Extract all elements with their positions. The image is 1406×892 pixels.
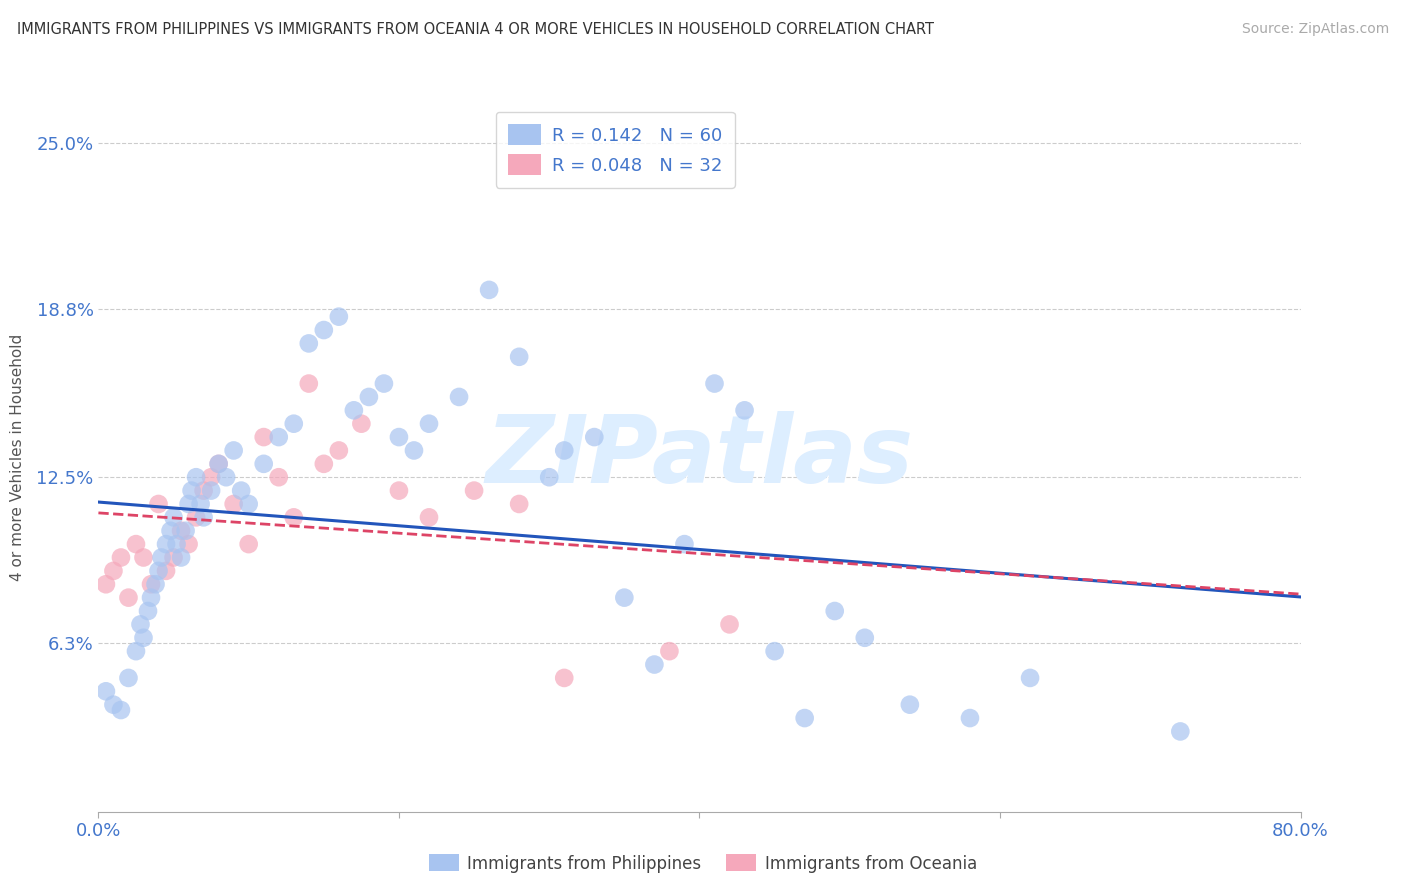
Point: [853, 631, 876, 645]
Point: [478, 283, 501, 297]
Point: [824, 604, 846, 618]
Point: [103, 564, 125, 578]
Point: [388, 483, 411, 498]
Point: [312, 457, 335, 471]
Point: [312, 323, 335, 337]
Point: [208, 457, 231, 471]
Point: [898, 698, 921, 712]
Text: ZIPatlas: ZIPatlas: [485, 411, 914, 503]
Text: Source: ZipAtlas.com: Source: ZipAtlas.com: [1241, 22, 1389, 37]
Point: [298, 336, 321, 351]
Point: [166, 537, 188, 551]
Point: [763, 644, 786, 658]
Point: [174, 524, 197, 538]
Point: [1170, 724, 1192, 739]
Point: [215, 470, 238, 484]
Point: [148, 564, 170, 578]
Point: [125, 644, 148, 658]
Point: [139, 591, 162, 605]
Point: [643, 657, 665, 672]
Point: [267, 430, 290, 444]
Point: [145, 577, 167, 591]
Point: [402, 443, 425, 458]
Point: [553, 443, 575, 458]
Text: IMMIGRANTS FROM PHILIPPINES VS IMMIGRANTS FROM OCEANIA 4 OR MORE VEHICLES IN HOU: IMMIGRANTS FROM PHILIPPINES VS IMMIGRANT…: [17, 22, 934, 37]
Point: [177, 537, 200, 551]
Point: [162, 550, 184, 565]
Point: [328, 443, 350, 458]
Point: [180, 483, 202, 498]
Point: [703, 376, 725, 391]
Point: [159, 524, 181, 538]
Point: [373, 376, 395, 391]
Point: [117, 671, 139, 685]
Point: [508, 350, 530, 364]
Point: [283, 510, 305, 524]
Point: [110, 703, 132, 717]
Point: [508, 497, 530, 511]
Point: [734, 403, 756, 417]
Legend: R = 0.142   N = 60, R = 0.048   N = 32: R = 0.142 N = 60, R = 0.048 N = 32: [496, 112, 735, 187]
Point: [184, 470, 207, 484]
Point: [177, 497, 200, 511]
Point: [553, 671, 575, 685]
Point: [357, 390, 380, 404]
Point: [343, 403, 366, 417]
Point: [150, 550, 173, 565]
Point: [283, 417, 305, 431]
Point: [538, 470, 561, 484]
Point: [583, 430, 606, 444]
Point: [238, 537, 260, 551]
Point: [190, 497, 212, 511]
Point: [959, 711, 981, 725]
Point: [658, 644, 681, 658]
Point: [125, 537, 148, 551]
Point: [193, 483, 215, 498]
Point: [193, 510, 215, 524]
Point: [184, 510, 207, 524]
Point: [231, 483, 253, 498]
Point: [298, 376, 321, 391]
Point: [350, 417, 373, 431]
Point: [103, 698, 125, 712]
Point: [1019, 671, 1042, 685]
Point: [673, 537, 696, 551]
Point: [267, 470, 290, 484]
Point: [94, 684, 117, 698]
Y-axis label: 4 or more Vehicles in Household: 4 or more Vehicles in Household: [10, 334, 25, 581]
Point: [139, 577, 162, 591]
Point: [613, 591, 636, 605]
Point: [155, 537, 177, 551]
Point: [718, 617, 741, 632]
Point: [200, 483, 222, 498]
Point: [238, 497, 260, 511]
Point: [328, 310, 350, 324]
Point: [162, 510, 184, 524]
Point: [253, 457, 276, 471]
Point: [418, 417, 440, 431]
Point: [208, 457, 231, 471]
Point: [463, 483, 485, 498]
Point: [793, 711, 815, 725]
Point: [148, 497, 170, 511]
Point: [170, 550, 193, 565]
Point: [129, 617, 152, 632]
Point: [200, 470, 222, 484]
Point: [222, 497, 245, 511]
Point: [170, 524, 193, 538]
Point: [132, 550, 155, 565]
Point: [117, 591, 139, 605]
Legend: Immigrants from Philippines, Immigrants from Oceania: Immigrants from Philippines, Immigrants …: [422, 847, 984, 880]
Point: [110, 550, 132, 565]
Point: [447, 390, 470, 404]
Point: [388, 430, 411, 444]
Point: [132, 631, 155, 645]
Point: [222, 443, 245, 458]
Point: [418, 510, 440, 524]
Point: [94, 577, 117, 591]
Point: [136, 604, 159, 618]
Point: [155, 564, 177, 578]
Point: [253, 430, 276, 444]
